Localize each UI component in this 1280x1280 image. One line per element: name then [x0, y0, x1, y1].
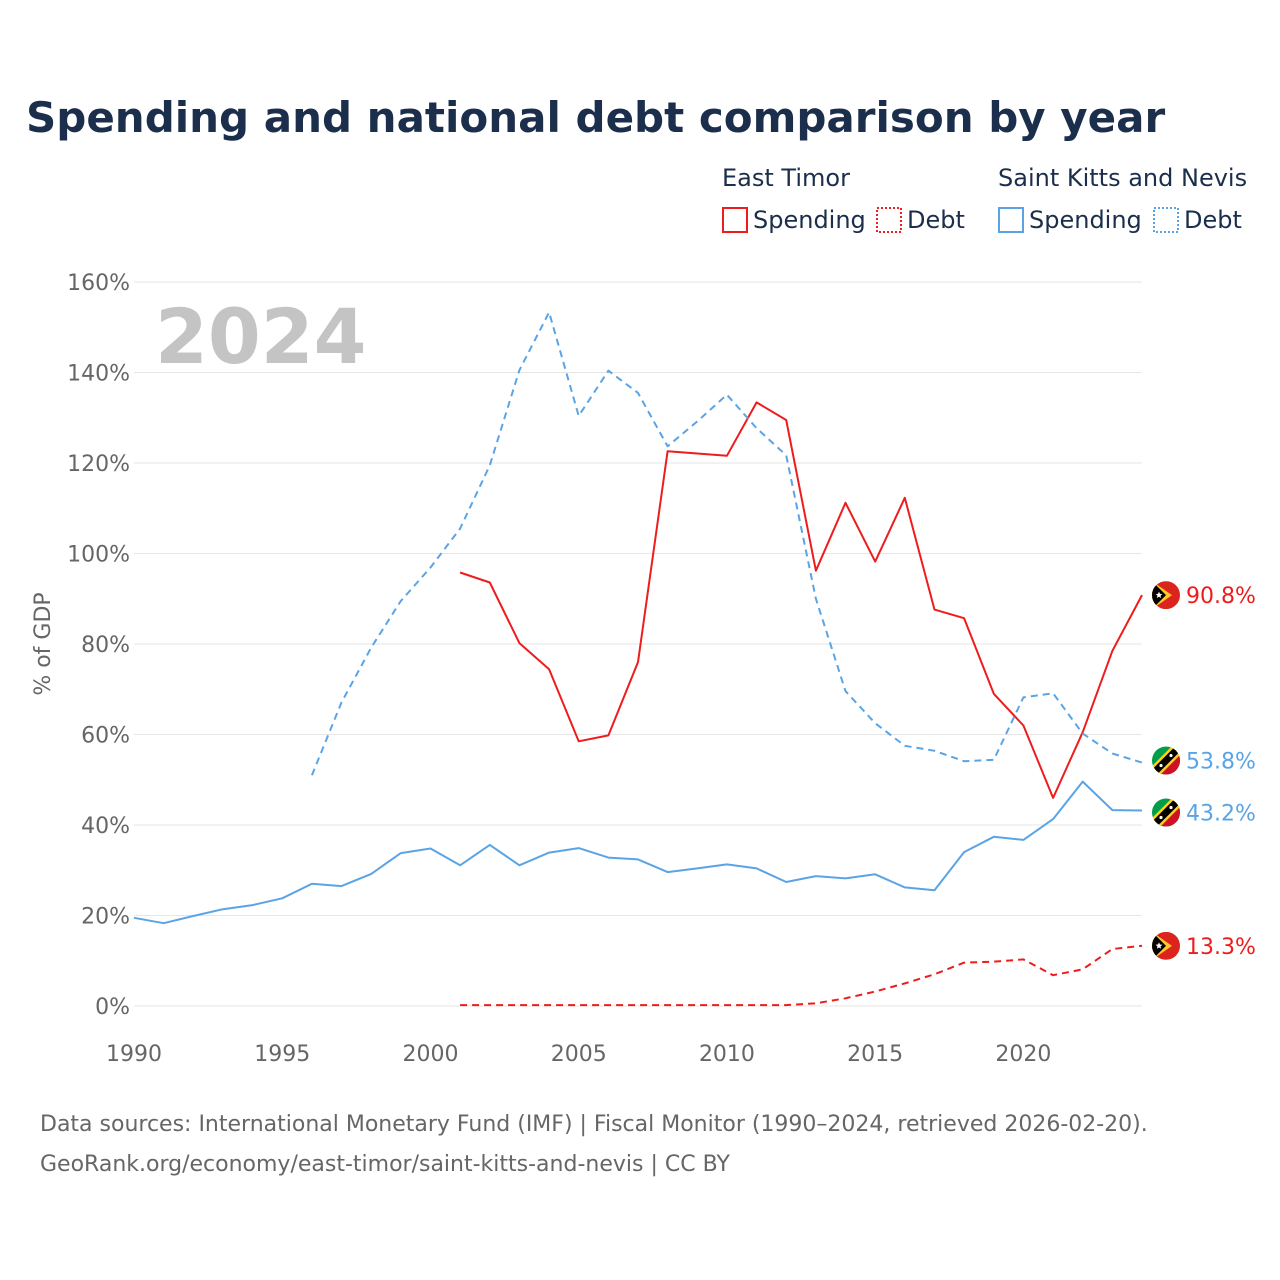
year-watermark: 2024	[155, 292, 367, 381]
series	[133, 311, 1143, 1007]
series-line-east-timor-spending[interactable]	[459, 401, 1143, 799]
legend-label-east-timor-debt[interactable]: Debt	[907, 206, 965, 234]
series-line-saint-kitts-spending[interactable]	[133, 780, 1143, 925]
y-tick-label: 160%	[67, 271, 130, 296]
legend-swatch-saint-kitts-spending[interactable]	[998, 207, 1024, 233]
x-tick-label: 2010	[699, 1042, 755, 1067]
east-timor-flag-icon	[1152, 581, 1180, 610]
y-tick-label: 120%	[67, 452, 130, 477]
x-tick-label: 2000	[402, 1042, 458, 1067]
x-tick-label: 2015	[847, 1042, 903, 1067]
y-tick-label: 20%	[81, 905, 130, 930]
source-line-2[interactable]: GeoRank.org/economy/east-timor/saint-kit…	[40, 1152, 730, 1177]
x-tick-label: 2005	[551, 1042, 607, 1067]
legend-group-title-saint-kitts: Saint Kitts and Nevis	[998, 164, 1247, 192]
saint-kitts-flag-icon	[1152, 746, 1180, 775]
east-timor-flag-icon	[1152, 931, 1180, 960]
y-tick-label: 100%	[67, 543, 130, 568]
end-label-east-timor-debt: 13.3%	[1186, 935, 1256, 960]
x-tick-label: 2020	[995, 1042, 1051, 1067]
legend-swatch-east-timor-debt[interactable]	[876, 207, 902, 233]
chart-title: Spending and national debt comparison by…	[26, 93, 1165, 142]
legend-label-east-timor-spending[interactable]: Spending	[753, 206, 866, 234]
saint-kitts-flag-icon	[1152, 798, 1180, 827]
y-tick-label: 40%	[81, 814, 130, 839]
source-line-1: Data sources: International Monetary Fun…	[40, 1112, 1148, 1137]
series-line-saint-kitts-debt[interactable]	[310, 311, 1143, 776]
end-label-east-timor-spending: 90.8%	[1186, 584, 1256, 609]
y-axis-ticks: 0% 20% 40% 60% 80% 100% 120% 140% 160%	[67, 271, 130, 1020]
end-label-saint-kitts-debt: 53.8%	[1186, 750, 1256, 775]
x-tick-label: 1990	[106, 1042, 162, 1067]
y-axis-title: % of GDP	[31, 592, 56, 695]
legend-swatch-east-timor-spending[interactable]	[722, 207, 748, 233]
legend-label-saint-kitts-debt[interactable]: Debt	[1184, 206, 1242, 234]
end-label-saint-kitts-spending: 43.2%	[1186, 802, 1256, 827]
legend-swatch-saint-kitts-debt[interactable]	[1153, 207, 1179, 233]
x-tick-label: 1995	[254, 1042, 310, 1067]
y-tick-label: 0%	[95, 995, 130, 1020]
y-tick-label: 60%	[81, 724, 130, 749]
gridlines	[134, 281, 1142, 1007]
legend: East Timor Saint Kitts and Nevis Spendin…	[722, 164, 1247, 234]
legend-label-saint-kitts-spending[interactable]: Spending	[1029, 206, 1142, 234]
end-labels: 90.8% 13.3% 43.2% 53.8%	[1152, 581, 1256, 960]
x-axis-ticks: 1990 1995 2000 2005 2010 2015 2020	[106, 1042, 1051, 1067]
series-line-east-timor-debt[interactable]	[460, 944, 1143, 1007]
y-tick-label: 80%	[81, 633, 130, 658]
y-tick-label: 140%	[67, 362, 130, 387]
legend-group-title-east-timor: East Timor	[722, 164, 850, 192]
